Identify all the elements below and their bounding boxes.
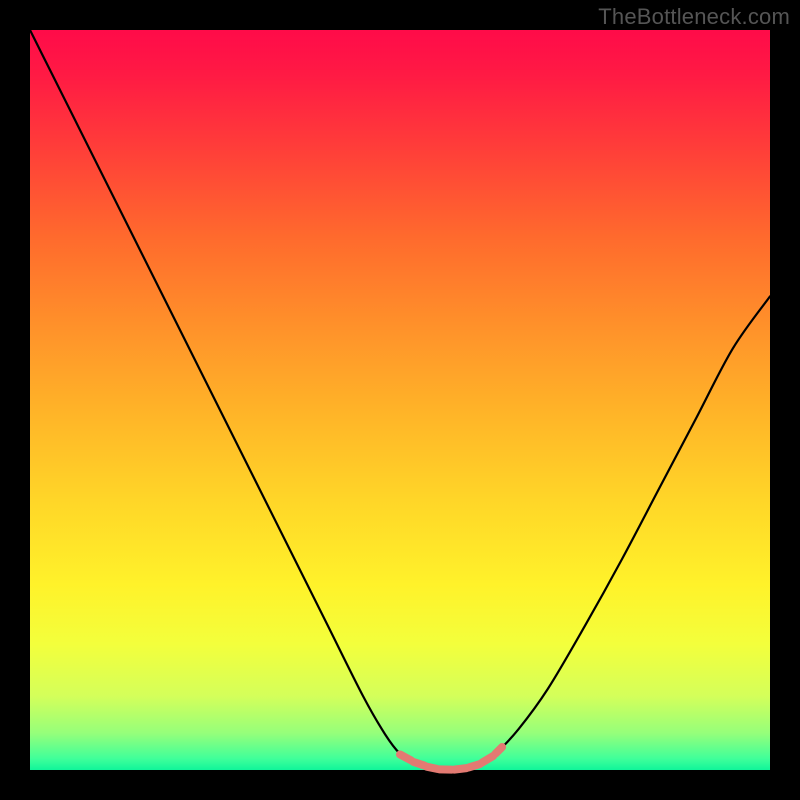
bottleneck-chart: TheBottleneck.com — [0, 0, 800, 800]
chart-svg — [0, 0, 800, 800]
watermark-text: TheBottleneck.com — [598, 4, 790, 30]
chart-plot-area — [30, 30, 770, 770]
